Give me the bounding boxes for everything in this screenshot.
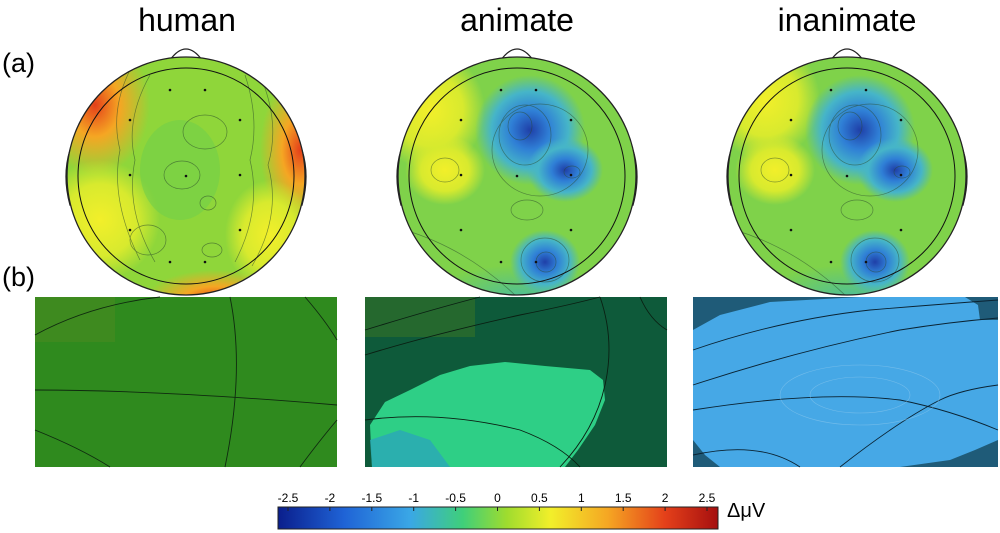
colorbar-tick-label: 1 [578,491,585,505]
map-panel-inanimate [692,297,999,468]
colorbar-tick-label: -2 [325,491,336,505]
colorbar-unit-label: ΔμV [727,500,766,522]
colorbar-ticks: -2.5 -2 -1.5 -1 -0.5 0 0.5 1 1.5 2 2.5 [278,491,716,511]
colorbar-tick-label: -0.5 [445,491,466,505]
colorbar-tick-label: -1.5 [361,491,382,505]
topomap-human [65,48,307,296]
electrode-outline-ring [77,67,295,285]
column-title-inanimate: inanimate [777,2,917,38]
colorbar-tick-label: 2.5 [699,491,716,505]
row-label-a: (a) [2,48,35,78]
colorbar-tick-label: 0 [494,491,501,505]
electrode-outline-ring [408,67,626,285]
column-title-animate: animate [460,2,574,38]
colorbar-tick-label: 0.5 [531,491,548,505]
colorbar-tick-label: 2 [662,491,669,505]
colorbar-tick-label: -2.5 [278,491,299,505]
map-panel-animate [364,296,668,468]
colorbar-tick-label: -1 [408,491,419,505]
topomap-animate [396,48,638,296]
colorbar: -2.5 -2 -1.5 -1 -0.5 0 0.5 1 1.5 2 2.5 [277,491,719,530]
colorbar-tick-label: 1.5 [615,491,632,505]
column-title-human: human [138,2,236,38]
electrode-outline-ring [738,67,956,285]
map-panel-human [34,296,338,468]
topomap-inanimate [726,48,968,296]
row-label-b: (b) [2,262,35,292]
